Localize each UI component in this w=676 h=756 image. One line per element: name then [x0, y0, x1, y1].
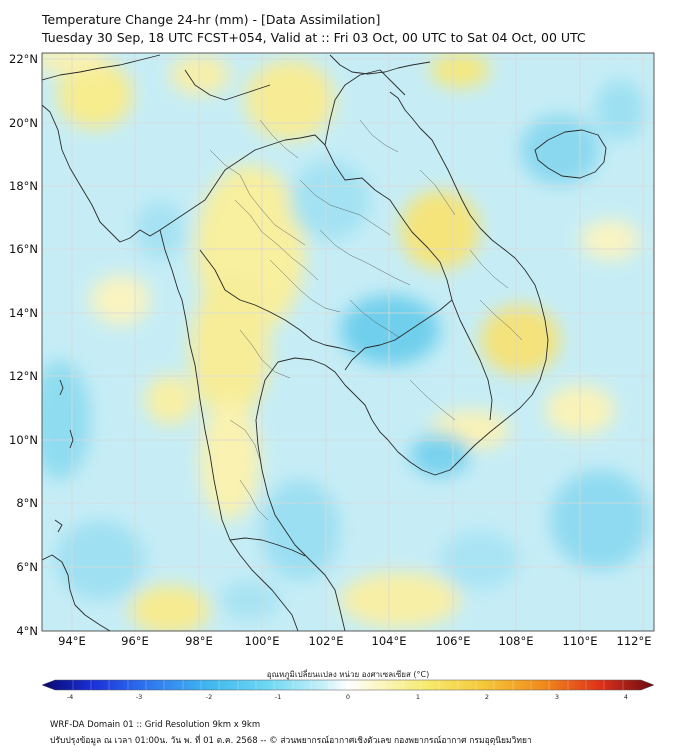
colorbar-steps	[72, 680, 624, 690]
lon-label: 102°E	[309, 634, 344, 648]
map-subtitle: Tuesday 30 Sep, 18 UTC FCST+054, Valid a…	[42, 30, 586, 45]
map-title: Temperature Change 24-hr (mm) - [Data As…	[42, 12, 381, 27]
lat-label: 4°N	[16, 624, 38, 638]
colorbar: อุณหภูมิเปลี่ยนแปลง หน่วย องศาเซลเซียส (…	[41, 668, 655, 701]
lon-label: 96°E	[121, 634, 149, 648]
colorbar-tick: 4	[624, 693, 628, 701]
colorbar-title: อุณหภูมิเปลี่ยนแปลง หน่วย องศาเซลเซียส (…	[267, 668, 429, 680]
map-frame	[41, 52, 655, 632]
lon-label: 94°E	[58, 634, 86, 648]
colorbar-tick: -2	[206, 693, 212, 701]
colorbar-gradient	[41, 679, 655, 691]
colorbar-tick: 1	[416, 693, 420, 701]
lat-label: 22°N	[9, 52, 38, 66]
lat-label: 16°N	[9, 242, 38, 256]
lon-label: 112°E	[617, 634, 652, 648]
colorbar-tick: -4	[67, 693, 73, 701]
colorbar-tick: -3	[136, 693, 142, 701]
lat-label: 18°N	[9, 179, 38, 193]
lat-label: 12°N	[9, 369, 38, 383]
lat-label: 14°N	[9, 306, 38, 320]
province-borders	[209, 119, 523, 521]
colorbar-tick: 3	[555, 693, 559, 701]
lat-label: 10°N	[9, 433, 38, 447]
update-credit: ปรับปรุงข้อมูล ณ เวลา 01:00น. วัน พ. ที่…	[50, 736, 532, 746]
colorbar-tick: 0	[346, 693, 350, 701]
model-info: WRF-DA Domain 01 :: Grid Resolution 9km …	[50, 720, 261, 730]
lon-label: 98°E	[185, 634, 213, 648]
latitude-axis: 22°N 20°N 18°N 16°N 14°N 12°N 10°N 8°N 6…	[9, 52, 38, 638]
longitude-axis: 94°E 96°E 98°E 100°E 102°E 104°E 106°E 1…	[58, 634, 651, 648]
temperature-field	[42, 53, 654, 631]
colorbar-tick: -1	[275, 693, 281, 701]
lat-label: 20°N	[9, 116, 38, 130]
gridlines	[42, 53, 654, 631]
colorbar-tick: 2	[485, 693, 489, 701]
lon-label: 110°E	[563, 634, 598, 648]
lon-label: 106°E	[436, 634, 471, 648]
lon-label: 108°E	[499, 634, 534, 648]
lon-label: 104°E	[372, 634, 407, 648]
lat-label: 6°N	[16, 560, 38, 574]
lat-label: 8°N	[16, 496, 38, 510]
coastlines	[42, 54, 607, 631]
lon-label: 100°E	[245, 634, 280, 648]
